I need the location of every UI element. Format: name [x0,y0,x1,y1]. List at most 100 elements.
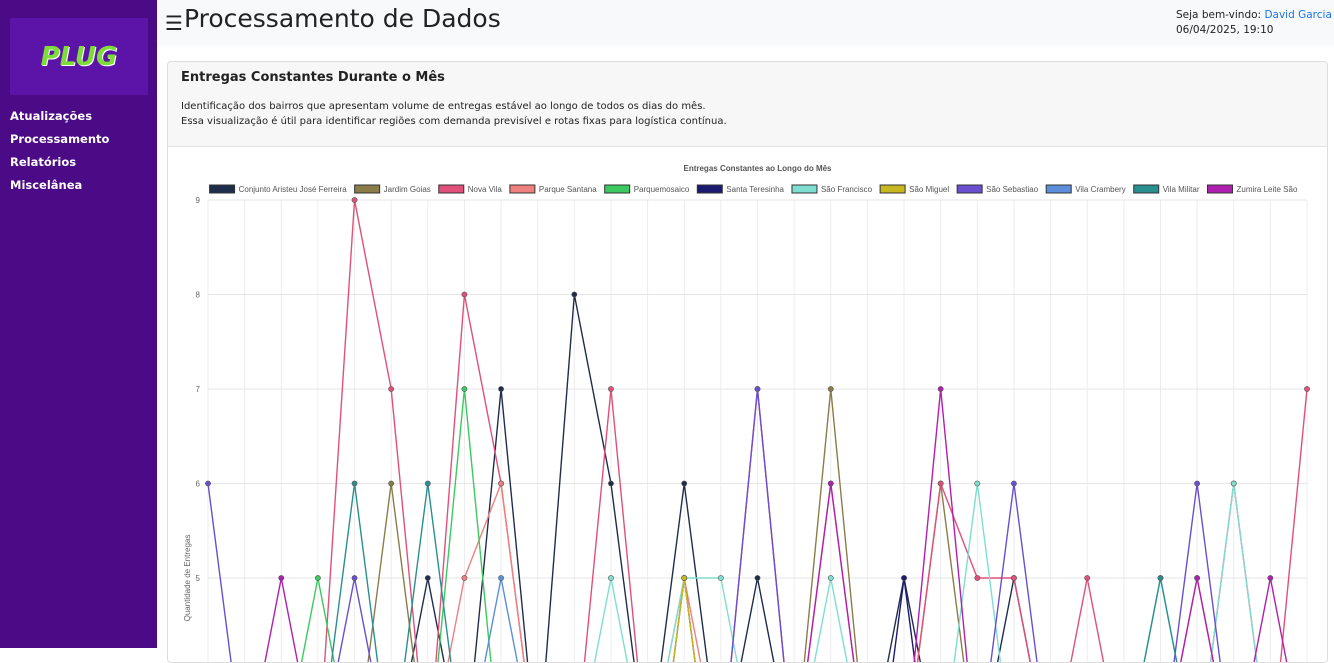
legend-item: Vila Crambery [1045,184,1126,194]
description: Identificação dos bairros que apresentam… [181,101,706,112]
point [571,291,578,298]
legend-swatch [1045,184,1072,194]
legend-label: Conjunto Aristeu José Ferreira [239,185,348,194]
legend-swatch [604,184,631,194]
legend-label: Vila Crambery [1075,185,1126,194]
legend-item: Conjunto Aristeu José Ferreira [209,184,348,194]
point [461,291,468,298]
legend-item: Vila Militar [1133,184,1200,194]
point [461,575,468,581]
legend-swatch [1206,184,1233,194]
point [314,575,321,581]
point [754,386,761,392]
nav-item[interactable]: Relatórios [10,155,77,169]
legend-item: Parquemosaico [604,184,690,194]
top-bar: ☰ Processamento de Dados Seja bem-vindo:… [157,0,1334,46]
y-axis-label: Quantidade de Entregas [183,535,192,622]
y-tick-label: 8 [196,291,201,300]
legend-item: São Miguel [879,184,949,194]
point [1011,575,1017,581]
point [827,386,834,392]
legend-item: Zumira Leite São [1206,184,1298,194]
legend-swatch [438,184,465,194]
point [351,480,358,487]
welcome-text: Seja bem-vindo: [1176,9,1262,21]
y-tick-label: 7 [196,385,201,394]
logo[interactable]: PLUG [10,18,148,95]
point [351,575,358,581]
point [1304,386,1310,392]
legend-swatch [354,184,381,194]
point [681,480,688,487]
card-header: Entregas Constantes Durante o Mês Identi… [168,62,1327,147]
user-link[interactable]: David Garcia [1264,9,1332,21]
legend-label: São Sebastiao [986,185,1039,194]
welcome: Seja bem-vindo: David Garcia [1176,9,1332,21]
point [608,386,614,392]
legend-swatch [209,184,236,194]
point [1194,575,1200,581]
legend-item: São Francisco [791,184,873,194]
legend-item: Nova Vila [438,184,502,194]
point [498,480,504,487]
point [461,386,468,392]
point [278,575,285,581]
legend-label: São Miguel [909,185,949,194]
point [937,386,944,392]
legend-label: Vila Militar [1163,185,1200,194]
point [498,575,504,581]
point [827,575,834,581]
legend-swatch [696,184,723,194]
description: Essa visualização é útil para identifica… [181,116,727,127]
legend-label: São Francisco [821,185,873,194]
point [608,480,614,487]
legend: Conjunto Aristeu José Ferreira Jardim Goi… [209,184,1298,194]
point [1157,575,1164,581]
legend-item: São Sebastiao [956,184,1039,194]
legend-label: Parquemosaico [634,185,690,194]
menu-button[interactable]: ☰ [165,11,183,35]
point [937,480,944,487]
point [608,575,614,581]
legend-swatch [509,184,536,194]
point [717,575,724,581]
point [901,575,907,581]
point [424,480,431,487]
point [754,575,761,581]
legend-swatch [1133,184,1160,194]
point [974,480,981,487]
point [827,480,834,487]
point [388,386,395,392]
legend-label: Zumira Leite São [1236,185,1297,194]
point [1267,575,1274,581]
sidebar: PLUG Atualizações Processamento Relatóri… [0,0,157,648]
legend-swatch [879,184,906,194]
point [1194,480,1200,487]
legend-item: Parque Santana [509,184,597,194]
y-tick-label: 5 [196,574,201,583]
point [1230,480,1237,487]
chart: Entregas Constantes ao Longo do Mês Quant… [183,164,1310,662]
legend-label: Parque Santana [539,185,597,194]
y-tick-label: 9 [196,196,201,205]
card-title: Entregas Constantes Durante o Mês [181,70,445,85]
nav-item[interactable]: Miscelânea [10,178,83,192]
legend-label: Santa Teresinha [726,185,784,194]
legend-swatch [956,184,983,194]
nav-item[interactable]: Processamento [10,132,110,146]
legend-swatch [791,184,818,194]
point [424,575,431,581]
legend-item: Santa Teresinha [696,184,785,194]
point [1084,575,1091,581]
point [1011,480,1017,487]
point [205,480,211,487]
nav-item[interactable]: Atualizações [10,109,93,123]
datetime: 06/04/2025, 19:10 [1176,24,1274,36]
point [351,197,358,203]
legend-item: Jardim Goias [354,184,431,194]
y-tick-label: 6 [196,480,201,489]
point [498,386,504,392]
page-title: Processamento de Dados [184,4,501,33]
